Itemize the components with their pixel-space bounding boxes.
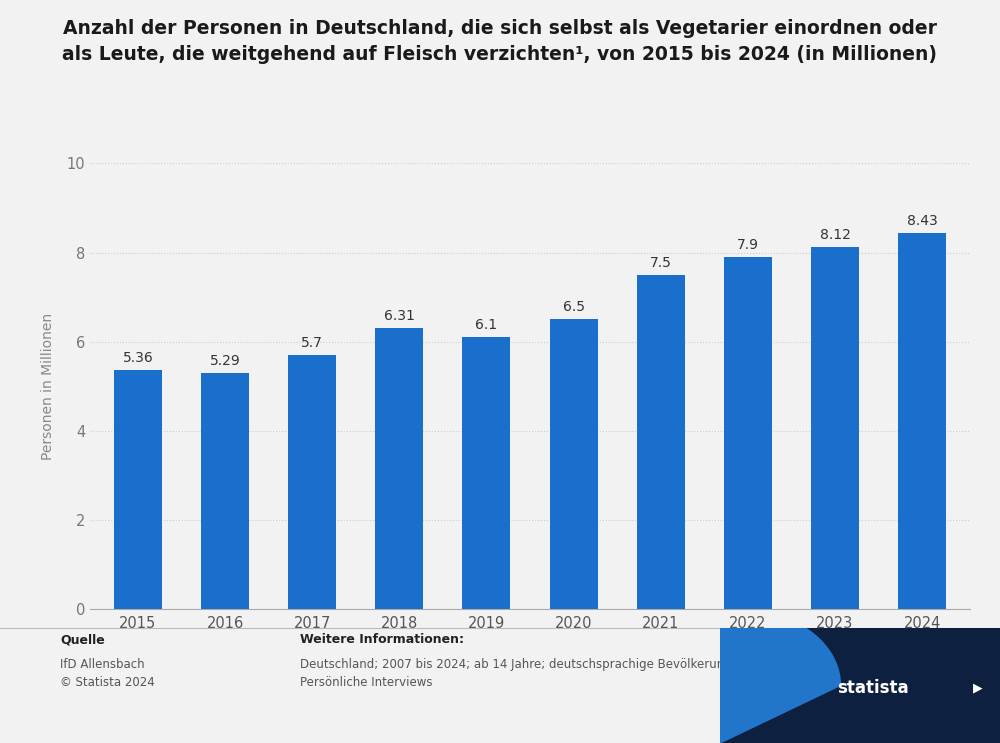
Text: 6.1: 6.1 [475,318,497,332]
Text: 6.31: 6.31 [384,308,415,322]
Y-axis label: Personen in Millionen: Personen in Millionen [41,313,55,460]
Text: 7.9: 7.9 [737,238,759,252]
Text: IfD Allensbach
© Statista 2024: IfD Allensbach © Statista 2024 [60,658,155,689]
Bar [201,374,249,609]
Text: ▶: ▶ [973,681,982,694]
Bar [811,247,859,609]
Text: Weitere Informationen:: Weitere Informationen: [300,633,464,646]
Text: 8.12: 8.12 [820,228,850,242]
Text: 6.5: 6.5 [563,300,585,314]
Bar [288,355,336,609]
Text: Deutschland; 2007 bis 2024; ab 14 Jahre; deutschsprachige Bevölkerung;
Persönlic: Deutschland; 2007 bis 2024; ab 14 Jahre;… [300,658,736,689]
Bar [114,370,162,609]
Text: 5.7: 5.7 [301,336,323,350]
Text: statista: statista [838,678,909,697]
Bar [724,257,772,609]
Bar [898,233,946,609]
Bar [375,328,423,609]
Text: 7.5: 7.5 [650,256,672,270]
Text: 8.43: 8.43 [907,214,937,228]
Polygon shape [644,611,840,743]
Text: 5.36: 5.36 [123,351,153,365]
Bar [550,319,598,609]
Text: Quelle: Quelle [60,633,105,646]
Bar [462,337,510,609]
Text: 5.29: 5.29 [210,354,240,368]
Bar [637,275,685,609]
Text: Anzahl der Personen in Deutschland, die sich selbst als Vegetarier einordnen ode: Anzahl der Personen in Deutschland, die … [62,19,938,64]
